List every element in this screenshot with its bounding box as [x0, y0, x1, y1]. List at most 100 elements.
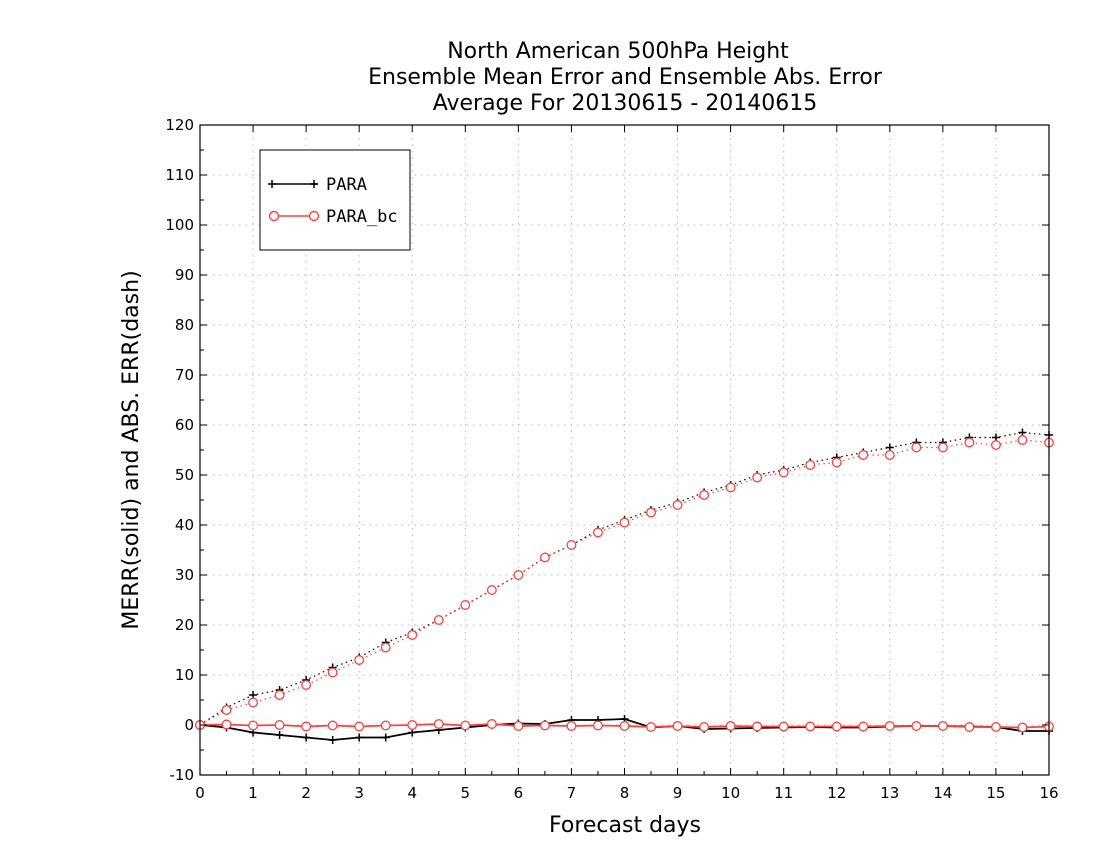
abs-err-point-para-bc — [725, 482, 736, 493]
merr-point-para-bc — [884, 721, 895, 731]
abs-err-point-para-bc — [354, 655, 365, 665]
abs-err-point-para-bc — [380, 642, 391, 653]
x-tick-label: 8 — [620, 784, 630, 802]
abs-err-point-para-bc — [327, 667, 338, 678]
merr-point-para-bc — [460, 720, 471, 731]
legend-para-plus-icon — [268, 180, 318, 188]
abs-err-point-para-bc — [566, 540, 577, 550]
merr-point-para-bc — [646, 722, 656, 732]
chart-title: North American 500hPa Height Ensemble Me… — [368, 39, 883, 116]
abs-err-point-para-bc — [1017, 435, 1028, 445]
y-tick-label: 30 — [175, 566, 194, 584]
y-tick-label: 10 — [175, 666, 194, 684]
merr-point-para — [302, 733, 311, 742]
merr-point-para-bc — [778, 721, 789, 732]
x-tick-label: 2 — [301, 784, 311, 802]
y-tick-label: 110 — [165, 166, 194, 184]
x-tick-label: 9 — [673, 784, 683, 802]
abs-err-point-para-bc — [990, 440, 1001, 450]
legend-para-bc-circle-icon — [268, 210, 280, 222]
merr-point-para-bc — [407, 720, 418, 730]
series-para-bc — [195, 435, 1054, 733]
merr-point-para-bc — [964, 722, 975, 732]
merr-point-para-bc — [911, 721, 922, 731]
merr-point-para — [328, 736, 337, 744]
abs-err-point-para-bc — [301, 680, 312, 690]
merr-point-para-bc — [433, 719, 444, 729]
merr-point-para-bc — [805, 721, 816, 732]
y-tick-label: 90 — [175, 266, 194, 284]
x-tick-label: 7 — [567, 784, 577, 802]
merr-point-para-bc — [354, 721, 365, 732]
y-tick-label: -10 — [170, 766, 195, 784]
abs-err-point-para-bc — [884, 450, 895, 460]
x-tick-label: 3 — [354, 784, 364, 802]
chart-title-line-3: Average For 20130615 - 20140615 — [433, 91, 818, 116]
x-tick-label: 6 — [514, 784, 524, 802]
merr-point-para-bc — [725, 721, 736, 731]
y-tick-label: 50 — [175, 466, 194, 484]
y-tick-label: 60 — [175, 416, 194, 434]
series-para — [196, 428, 1053, 744]
merr-point-para-bc — [858, 721, 869, 732]
abs-err-point-para-bc — [539, 552, 550, 563]
chart-title-line-1: North American 500hPa Height — [447, 39, 789, 64]
abs-err-point-para-bc — [646, 507, 656, 518]
chart-title-line-2: Ensemble Mean Error and Ensemble Abs. Er… — [368, 65, 883, 90]
x-tick-label: 5 — [461, 784, 471, 802]
legend-para-bc-circle-icon-2 — [308, 210, 320, 222]
abs-err-point-para-bc — [831, 457, 842, 468]
merr-point-para-bc — [486, 719, 497, 729]
merr-point-para-bc — [248, 720, 259, 731]
merr-point-para — [355, 733, 364, 742]
y-tick-label: 80 — [175, 316, 194, 334]
x-tick-label: 14 — [933, 784, 952, 802]
x-tick-label: 12 — [827, 784, 846, 802]
abs-err-point-para-bc — [699, 490, 710, 500]
legend-item-para: PARA — [268, 175, 367, 195]
merr-point-para-bc — [699, 722, 710, 732]
abs-err-point-para-bc — [911, 442, 922, 453]
abs-err-point-para-bc — [221, 705, 232, 715]
x-tick-label: 13 — [880, 784, 899, 802]
abs-err-point-para-bc — [964, 437, 975, 448]
merr-point-para — [275, 731, 284, 739]
merr-point-para-bc — [990, 722, 1001, 732]
y-tick-label: 0 — [184, 716, 194, 734]
merr-point-para-bc — [221, 719, 232, 730]
merr-point-para-bc — [752, 721, 763, 732]
abs-err-point-para-bc — [858, 450, 869, 460]
merr-point-para-bc — [566, 721, 577, 731]
abs-err-point-para-bc — [486, 585, 497, 595]
abs-err-point-para-bc — [778, 467, 789, 478]
merr-point-para-bc — [539, 720, 550, 731]
abs-err-point-para-bc — [407, 630, 418, 640]
abs-err-point-para-bc — [248, 697, 259, 708]
y-tick-label: 20 — [175, 616, 194, 634]
legend-box — [259, 149, 411, 251]
abs-err-point-para-bc — [619, 517, 630, 528]
x-axis-label: Forecast days — [549, 813, 701, 838]
abs-err-point-para-bc — [937, 442, 948, 453]
abs-err-point-para-bc — [752, 472, 763, 483]
series-layer — [195, 428, 1054, 744]
legend-item-para-bc: PARA_bc — [268, 207, 398, 227]
merr-point-para-bc — [274, 720, 285, 730]
abs-err-point-para-bc — [805, 460, 816, 470]
abs-err-point-para-bc — [274, 690, 285, 700]
abs-err-line-para — [199, 431, 1050, 726]
x-tick-label: 15 — [986, 784, 1005, 802]
merr-point-para-bc — [619, 721, 630, 731]
abs-err-line-para-bc — [199, 439, 1050, 726]
y-axis-label: MERR(solid) and ABS. ERR(dash) — [119, 270, 144, 629]
abs-err-point-para-bc — [513, 570, 524, 580]
y-tick-label: 120 — [165, 116, 194, 134]
x-tick-label: 0 — [195, 784, 205, 802]
merr-point-para-bc — [380, 720, 391, 731]
merr-point-para-bc — [593, 720, 603, 731]
axis-ticks: 0 1 2 3 4 5 6 7 8 9 10 11 12 13 14 15 16-100102030405060… — [165, 116, 1058, 802]
y-tick-label: 100 — [165, 216, 194, 234]
abs-err-point-para-bc — [460, 600, 471, 610]
merr-point-para-bc — [1017, 722, 1028, 733]
